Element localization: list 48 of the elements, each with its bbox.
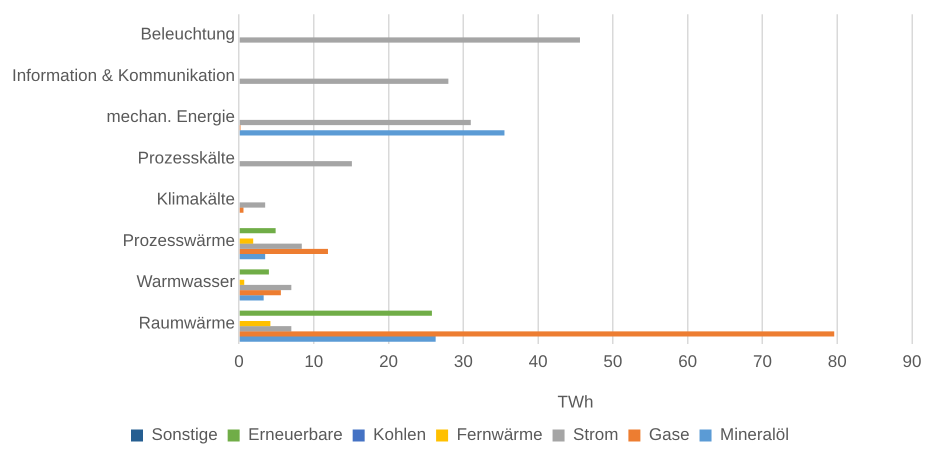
bar [240, 130, 504, 136]
x-tick-label: 80 [828, 352, 847, 372]
bar [240, 161, 352, 166]
bar [240, 37, 580, 43]
y-tick-label: mechan. Energie [106, 107, 235, 126]
y-tick-label: Warmwasser [136, 272, 236, 292]
x-tick-label: 30 [454, 352, 473, 372]
bar [240, 290, 281, 296]
bar [240, 248, 328, 254]
bar [240, 269, 269, 275]
bar [240, 78, 448, 84]
bar [240, 280, 244, 285]
bar [240, 202, 266, 208]
x-tick-label: 50 [603, 352, 622, 372]
legend-label: Strom [573, 425, 618, 444]
y-tick-label: Klimakälte [156, 190, 235, 209]
x-tick-label: 70 [752, 352, 772, 372]
x-tick-label: 10 [304, 352, 324, 372]
y-tick-label: Prozesskälte [138, 148, 235, 168]
bar [240, 228, 276, 234]
bar [240, 254, 266, 260]
x-axis-title: TWh [558, 392, 594, 412]
x-tick-label: 90 [902, 352, 922, 372]
legend-label: Sonstige [152, 425, 218, 444]
legend-label: Fernwärme [456, 425, 543, 444]
bar [240, 208, 244, 213]
x-tick-label: 20 [379, 352, 398, 372]
bar [240, 326, 292, 332]
bar [240, 238, 254, 244]
bar [240, 120, 471, 126]
legend-label: Mineralöl [720, 425, 790, 444]
bar [240, 244, 302, 249]
bar [240, 284, 292, 290]
bar [240, 310, 432, 316]
legend-label: Gase [648, 425, 690, 444]
x-tick-label: 40 [528, 352, 548, 372]
legend-label: Erneuerbare [248, 425, 343, 444]
y-tick-label: Prozesswärme [122, 230, 235, 250]
bar [240, 295, 264, 300]
bar [240, 320, 270, 326]
y-tick-label: Beleuchtung [140, 24, 235, 44]
legend-label: Kohlen [373, 425, 426, 444]
x-tick-label: 60 [678, 352, 698, 372]
x-tick-label: 0 [234, 352, 244, 372]
bar [240, 336, 436, 342]
y-tick-label: Information & Kommunikation [12, 66, 235, 85]
y-tick-label: Raumwärme [138, 313, 235, 332]
bar [240, 331, 834, 337]
